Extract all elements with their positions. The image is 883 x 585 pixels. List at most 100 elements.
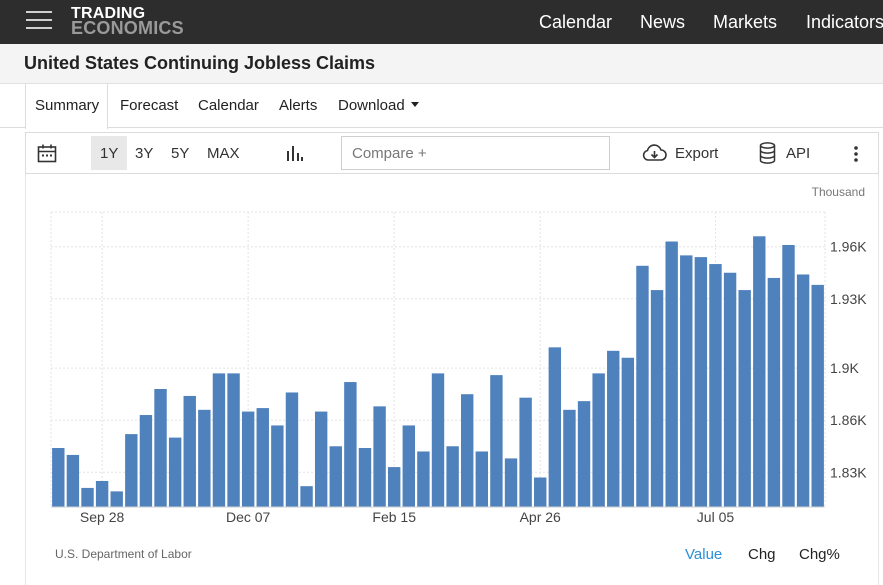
chart-container: 1.83K 1.86K 1.9K 1.93K 1.96K Sep 28 Dec 07 Feb … <box>25 174 879 585</box>
chart-bar <box>709 264 722 507</box>
chart-bar <box>417 451 430 507</box>
page-title: United States Continuing Jobless Claims <box>24 53 376 73</box>
chart-bar <box>256 408 269 507</box>
chart-type-icon[interactable] <box>286 144 304 162</box>
chart-bar <box>504 458 518 507</box>
trading-economics-logo[interactable]: TRADING ECONOMICS <box>71 5 184 38</box>
chart-bar <box>314 411 328 507</box>
tab-alerts[interactable]: Alerts <box>279 97 318 114</box>
x-tick-label: Dec 07 <box>226 509 271 525</box>
range-1y-button[interactable]: 1Y <box>100 145 119 162</box>
tab-summary[interactable]: Summary <box>35 97 100 114</box>
chart-bar <box>548 347 562 507</box>
section-tabs <box>0 84 883 128</box>
chart-bar <box>767 277 781 507</box>
y-tick-label: 1.9K <box>830 360 859 376</box>
chart-bar <box>81 487 94 507</box>
more-options-icon[interactable] <box>854 145 858 163</box>
y-tick-label: 1.93K <box>830 291 867 307</box>
tab-calendar[interactable]: Calendar <box>198 97 259 114</box>
chart-bar <box>183 395 196 507</box>
chart-bar <box>387 467 401 507</box>
chart-bar <box>694 257 708 507</box>
bar-chart: 1.83K 1.86K 1.9K 1.93K 1.96K Sep 28 Dec 07 Feb … <box>50 185 867 525</box>
nav-calendar-link[interactable]: Calendar <box>539 12 613 32</box>
logo-line-1: TRADING <box>71 5 146 22</box>
chart-bar <box>753 236 766 507</box>
chart-bar <box>344 382 357 507</box>
chart-bar <box>139 415 153 507</box>
chart-bar <box>723 272 737 507</box>
chevron-down-icon <box>410 102 419 107</box>
chart-bar <box>475 451 489 507</box>
x-tick-label: Sep 28 <box>80 509 125 525</box>
nav-indicators-link[interactable]: Indicators <box>806 12 883 32</box>
chart-bar <box>271 425 284 507</box>
chart-bar <box>125 434 138 507</box>
nav-news-link[interactable]: News <box>640 12 686 32</box>
chart-bar <box>95 480 109 507</box>
chart-bar <box>446 446 459 507</box>
chart-bar <box>592 373 605 507</box>
chart-bar <box>796 274 810 507</box>
source-label: U.S. Department of Labor <box>55 547 192 561</box>
chart-bar <box>534 477 547 507</box>
chart-bar <box>636 265 649 507</box>
nav-markets-link[interactable]: Markets <box>713 12 778 32</box>
y-tick-label: 1.86K <box>830 412 867 428</box>
chart-bar <box>358 448 372 507</box>
chart-bar <box>490 375 503 507</box>
compare-input[interactable] <box>341 136 610 170</box>
calendar-icon[interactable] <box>37 144 57 163</box>
range-max-button[interactable]: MAX <box>207 145 240 162</box>
chart-bar <box>168 437 182 507</box>
chart-bar <box>607 350 620 507</box>
title-bar: United States Continuing Jobless Claims <box>0 44 883 84</box>
chart-bar <box>285 392 299 507</box>
export-button[interactable]: Export <box>675 145 719 162</box>
chart-bar <box>373 406 386 507</box>
chart-bar <box>621 357 635 507</box>
chart-toolbar: 1Y 3Y 5Y MAX Export API <box>25 132 879 174</box>
chart-bar <box>519 397 532 507</box>
range-1y-highlight <box>91 136 127 170</box>
chart-bar <box>66 454 80 507</box>
chart-bar <box>329 446 342 507</box>
top-navigation-bar: TRADING ECONOMICS Calendar News Markets … <box>0 0 883 44</box>
tab-forecast[interactable]: Forecast <box>120 97 179 114</box>
x-tick-label: Jul 05 <box>697 509 735 525</box>
x-tick-label: Apr 26 <box>520 509 561 525</box>
x-tick-label: Feb 15 <box>372 509 416 525</box>
chart-bar <box>431 373 445 507</box>
y-tick-label: 1.83K <box>830 464 867 480</box>
range-5y-button[interactable]: 5Y <box>171 145 190 162</box>
chart-bar <box>577 401 591 507</box>
api-button[interactable]: API <box>786 145 811 162</box>
chart-bar <box>461 394 474 507</box>
chart-bar <box>154 389 167 507</box>
tab-download[interactable]: Download <box>338 97 419 114</box>
chart-bar <box>52 448 65 507</box>
chart-bar <box>811 284 824 507</box>
value-tab[interactable]: Value <box>685 546 723 563</box>
hamburger-menu-icon[interactable] <box>26 11 52 31</box>
database-icon[interactable] <box>759 142 776 164</box>
range-3y-button[interactable]: 3Y <box>135 145 154 162</box>
y-tick-label: 1.96K <box>830 239 867 255</box>
chart-bar <box>680 255 693 507</box>
logo-line-2: ECONOMICS <box>71 18 184 38</box>
chart-bar <box>198 409 211 507</box>
chart-bar <box>300 486 313 507</box>
chart-bar <box>738 290 751 507</box>
chg-tab[interactable]: Chg <box>748 546 776 563</box>
chg-percent-tab[interactable]: Chg% <box>799 546 840 563</box>
chart-bar <box>227 373 240 507</box>
chart-bar <box>563 409 576 507</box>
chart-bar <box>241 411 255 507</box>
cloud-download-icon[interactable] <box>642 143 667 163</box>
unit-label: Thousand <box>812 185 865 199</box>
tab-summary-background <box>25 84 108 129</box>
tab-download-label: Download <box>338 97 405 114</box>
chart-bar <box>110 491 123 507</box>
chart-bar <box>402 425 415 507</box>
